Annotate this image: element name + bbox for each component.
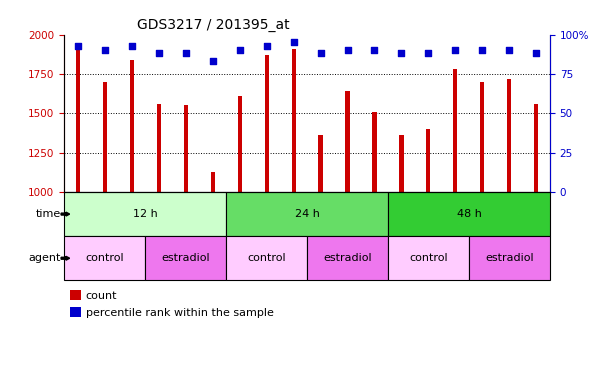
Point [397,50,406,56]
Text: estradiol: estradiol [323,253,372,263]
Bar [211,172,214,192]
Bar [388,236,469,280]
Point [126,43,136,49]
Point [181,50,191,56]
Point [316,50,326,56]
Bar [238,96,241,192]
Text: time: time [36,209,61,219]
Point [450,47,460,53]
Bar [183,106,188,192]
Bar [156,104,161,192]
Point [235,47,244,53]
Bar [64,192,226,236]
Point [100,47,109,53]
Bar [103,82,107,192]
Text: 24 h: 24 h [295,209,320,219]
Point [532,50,541,56]
Bar [130,60,134,192]
Bar [76,49,79,192]
Bar [388,192,550,236]
Bar [226,192,388,236]
Bar [400,135,403,192]
Point [208,58,218,65]
Text: estradiol: estradiol [161,253,210,263]
Bar [480,82,485,192]
Text: count: count [86,291,117,301]
Point [478,47,488,53]
Point [343,47,353,53]
Bar [469,236,550,280]
Text: control: control [409,253,448,263]
Bar [535,104,538,192]
Bar [345,91,349,192]
Text: agent: agent [29,253,61,263]
Text: GDS3217 / 201395_at: GDS3217 / 201395_at [137,18,290,32]
Point [370,47,379,53]
Text: percentile rank within the sample: percentile rank within the sample [86,308,273,318]
Bar [64,236,145,280]
Bar [373,112,376,192]
Bar [226,236,307,280]
Bar [265,55,269,192]
Bar [426,129,431,192]
Point [73,43,82,49]
Text: 48 h: 48 h [456,209,481,219]
Bar [145,236,226,280]
Point [288,40,298,46]
Text: 12 h: 12 h [133,209,158,219]
Point [262,43,271,49]
Bar [453,69,458,192]
Bar [307,236,388,280]
Point [423,50,433,56]
Text: control: control [86,253,124,263]
Point [505,47,514,53]
Bar [507,79,511,192]
Text: estradiol: estradiol [485,253,534,263]
Text: control: control [247,253,286,263]
Point [154,50,164,56]
Bar [318,135,323,192]
Bar [291,49,296,192]
